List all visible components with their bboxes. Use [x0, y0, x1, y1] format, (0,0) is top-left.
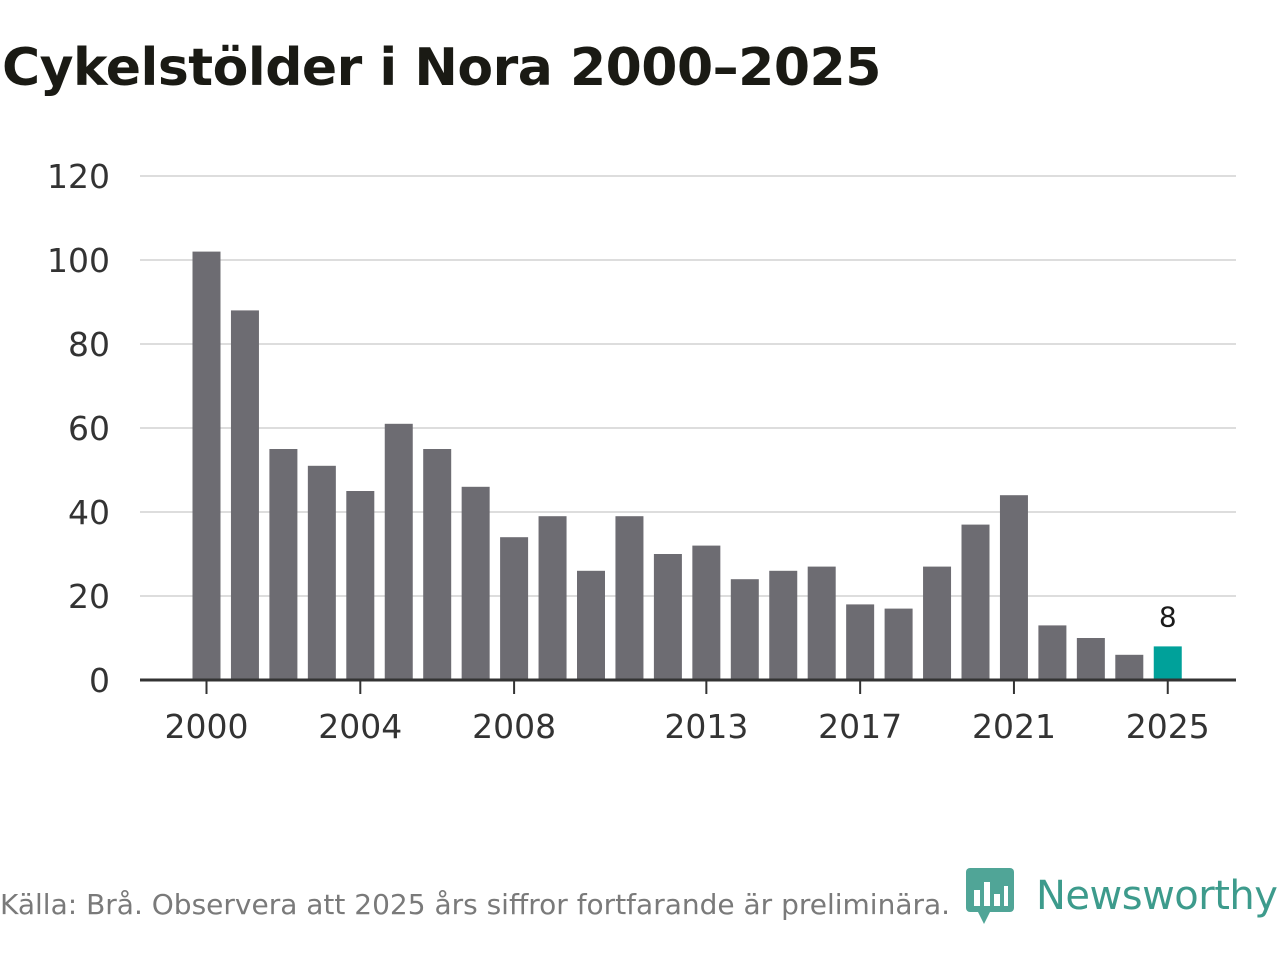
bar-2016	[807, 566, 836, 680]
bar-2003	[307, 465, 336, 680]
brand-name: Newsworthy	[1036, 873, 1278, 919]
x-tick-label-2013: 2013	[664, 707, 748, 746]
bar-2006	[423, 449, 452, 680]
x-tick-label-2000: 2000	[165, 707, 249, 746]
y-tick-label-100: 100	[47, 241, 110, 280]
bar-2021	[999, 495, 1028, 680]
brand-logo: Newsworthy	[964, 866, 1278, 926]
bar-2007	[461, 486, 490, 680]
bar-2017	[846, 604, 875, 680]
bar-2018	[884, 608, 913, 680]
x-tick-label-2025: 2025	[1126, 707, 1210, 746]
bar-2019	[923, 566, 952, 680]
bar-2015	[769, 570, 798, 680]
y-tick-label-0: 0	[89, 661, 110, 700]
y-tick-label-40: 40	[68, 493, 110, 532]
bar-2001	[230, 310, 259, 680]
x-tick-label-2017: 2017	[818, 707, 902, 746]
newsworthy-logo-icon	[966, 868, 1014, 924]
y-tick-label-120: 120	[47, 157, 110, 196]
y-tick-label-80: 80	[68, 325, 110, 364]
bar-2002	[269, 449, 298, 680]
bar-2023	[1076, 638, 1105, 680]
chart-title: Cykelstölder i Nora 2000–2025	[2, 38, 881, 98]
y-tick-label-60: 60	[68, 409, 110, 448]
bar-2005	[384, 423, 413, 680]
bar-2025	[1153, 646, 1182, 680]
y-tick-label-20: 20	[68, 577, 110, 616]
bar-2011	[615, 516, 644, 680]
bar-2012	[653, 554, 682, 680]
bar-2010	[577, 570, 605, 680]
bar-2008	[500, 537, 529, 680]
x-tick-label-2008: 2008	[472, 707, 556, 746]
bar-2024	[1115, 654, 1144, 680]
bar-2022	[1038, 625, 1067, 680]
x-tick-label-2021: 2021	[972, 707, 1056, 746]
bar-2014	[730, 579, 759, 680]
x-tick-label-2004: 2004	[318, 707, 402, 746]
bar-2013	[692, 545, 721, 680]
bar-2000	[192, 251, 221, 680]
bar-2009	[538, 516, 567, 680]
source-note: Källa: Brå. Observera att 2025 års siffr…	[0, 888, 951, 921]
data-label-2025: 8	[1159, 600, 1177, 633]
bar-2004	[346, 491, 375, 680]
bar-2020	[961, 524, 990, 680]
